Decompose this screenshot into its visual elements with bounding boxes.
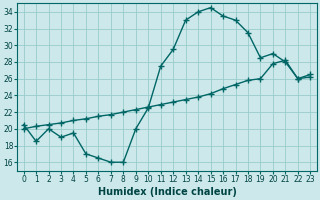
X-axis label: Humidex (Indice chaleur): Humidex (Indice chaleur) <box>98 187 236 197</box>
